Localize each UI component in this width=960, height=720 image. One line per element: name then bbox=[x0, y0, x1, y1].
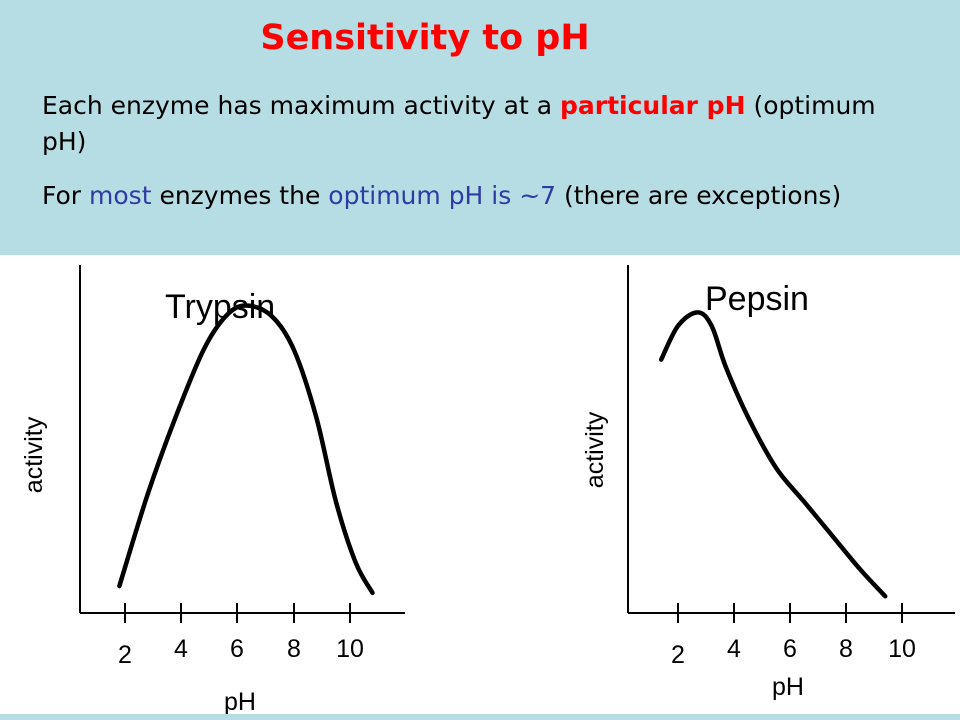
trypsin-y-label: activity bbox=[20, 416, 48, 493]
trypsin-activity-curve bbox=[117, 303, 375, 596]
pepsin-tick-label: 2 bbox=[671, 641, 685, 669]
pepsin-tick-label: 6 bbox=[783, 635, 797, 663]
text-segment: (optimum pH) bbox=[42, 91, 876, 156]
highlight-optimum-ph: optimum pH is ~7 bbox=[328, 181, 557, 210]
highlight-particular-ph: particular pH bbox=[559, 91, 746, 120]
text-segment: enzymes the bbox=[151, 181, 329, 210]
text-segment: For bbox=[42, 181, 90, 210]
pepsin-y-label: activity bbox=[581, 411, 609, 488]
pepsin-tick-label: 8 bbox=[839, 635, 853, 663]
trypsin-tick-label: 2 bbox=[118, 641, 132, 669]
slide-title: Sensitivity to pH bbox=[260, 18, 590, 58]
trypsin-tick-label: 10 bbox=[336, 635, 364, 663]
pepsin-activity-curve bbox=[658, 310, 888, 599]
pepsin-tick-label: 4 bbox=[727, 635, 741, 663]
paragraph-most-enzymes: For most enzymes the optimum pH is ~7 (t… bbox=[42, 178, 922, 214]
bottom-strip bbox=[0, 714, 960, 720]
highlight-most: most bbox=[89, 181, 152, 210]
text-segment: (there are exceptions) bbox=[556, 181, 842, 210]
paragraph-enzyme-optimum: Each enzyme has maximum activity at a pa… bbox=[42, 88, 922, 160]
trypsin-x-label: pH bbox=[224, 688, 256, 714]
pepsin-tick-label: 10 bbox=[888, 635, 916, 663]
pepsin-x-label: pH bbox=[772, 673, 804, 701]
trypsin-tick-label: 4 bbox=[174, 635, 188, 663]
trypsin-tick-label: 8 bbox=[287, 635, 301, 663]
text-segment: Each enzyme has maximum activity at a bbox=[42, 91, 560, 120]
slide-header: Sensitivity to pH Each enzyme has maximu… bbox=[0, 0, 960, 255]
trypsin-tick-label: 6 bbox=[230, 635, 244, 663]
pepsin-chart-title: Pepsin bbox=[705, 280, 809, 318]
